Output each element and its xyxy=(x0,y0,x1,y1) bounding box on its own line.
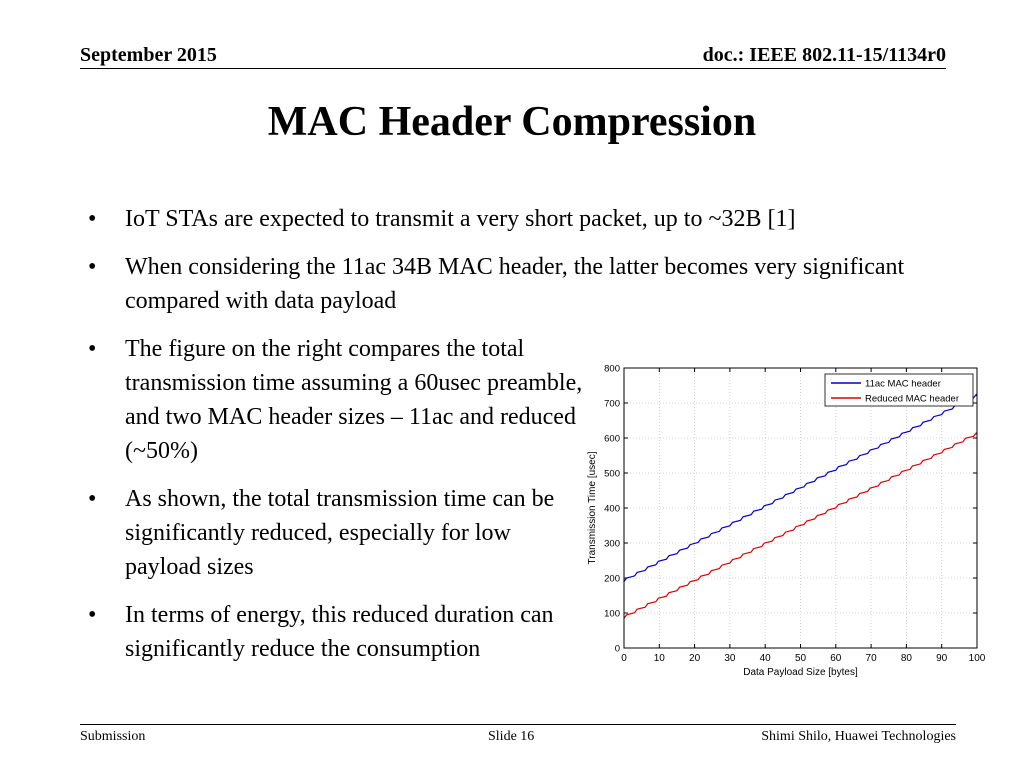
y-tick-label: 400 xyxy=(604,504,620,515)
bullet-item: • IoT STAs are expected to transmit a ver… xyxy=(88,202,938,236)
bullet-text: When considering the 11ac 34B MAC header… xyxy=(125,254,905,314)
bullet-list: • IoT STAs are expected to transmit a ver… xyxy=(88,202,938,680)
bullet-symbol: • xyxy=(88,336,97,362)
footer-submission: Submission xyxy=(80,729,146,744)
x-axis-label: Data Payload Size [bytes] xyxy=(743,667,858,678)
legend-label: Reduced MAC header xyxy=(865,394,959,405)
x-tick-label: 0 xyxy=(621,653,627,664)
x-tick-label: 80 xyxy=(901,653,913,664)
y-tick-label: 0 xyxy=(615,644,620,655)
series-line-11ac-mac-header xyxy=(623,393,978,582)
bullet-item: • When considering the 11ac 34B MAC heade… xyxy=(88,250,938,318)
y-tick-label: 300 xyxy=(604,539,620,550)
header-divider xyxy=(80,68,946,69)
bullet-item: • In terms of energy, this reduced durati… xyxy=(88,598,585,666)
transmission-time-chart: 0 10 20 30 40 50 60 70 80 90 100 0 100 200 300 400 500 60… xyxy=(587,364,986,679)
series-line-reduced-mac-header xyxy=(623,432,978,619)
header-date: September 2015 xyxy=(80,44,217,66)
y-tick-label: 500 xyxy=(604,469,620,480)
header-doc-id: doc.: IEEE 802.11-15/1134r0 xyxy=(702,44,946,66)
footer-author: Shimi Shilo, Huawei Technologies xyxy=(761,729,956,744)
slide-title: MAC Header Compression xyxy=(267,99,757,145)
y-tick-label: 200 xyxy=(604,574,620,585)
x-tick-label: 90 xyxy=(936,653,948,664)
y-tick-label: 700 xyxy=(604,399,620,410)
y-tick-label: 100 xyxy=(604,609,620,620)
bullet-text: The figure on the right compares the tot… xyxy=(125,336,583,464)
x-tick-label: 100 xyxy=(969,653,986,664)
y-tick-label: 800 xyxy=(604,364,620,375)
legend-box xyxy=(824,373,974,407)
legend-label: 11ac MAC header xyxy=(865,379,941,390)
bullet-symbol: • xyxy=(88,486,97,512)
bullet-item: • The figure on the right compares the to… xyxy=(88,332,585,468)
x-tick-label: 40 xyxy=(760,653,772,664)
x-tick-label: 20 xyxy=(689,653,701,664)
y-axis-label: Transmission Time [usec] xyxy=(587,451,598,564)
x-tick-label: 70 xyxy=(866,653,878,664)
bullet-text: In terms of energy, this reduced duratio… xyxy=(125,602,554,662)
bullet-symbol: • xyxy=(88,602,97,628)
y-tick-label: 600 xyxy=(604,434,620,445)
x-tick-label: 50 xyxy=(795,653,807,664)
bullet-symbol: • xyxy=(88,206,97,232)
bullet-item: • As shown, the total transmission time c… xyxy=(88,482,585,584)
x-tick-label: 10 xyxy=(654,653,666,664)
footer-slide-number: Slide 16 xyxy=(488,729,535,744)
x-tick-label: 30 xyxy=(724,653,736,664)
plot-frame xyxy=(623,367,978,649)
x-tick-label: 60 xyxy=(830,653,842,664)
bullet-text: IoT STAs are expected to transmit a very… xyxy=(125,206,796,232)
bullet-text: As shown, the total transmission time ca… xyxy=(125,486,555,580)
footer-divider xyxy=(80,724,956,725)
bullet-symbol: • xyxy=(88,254,97,280)
